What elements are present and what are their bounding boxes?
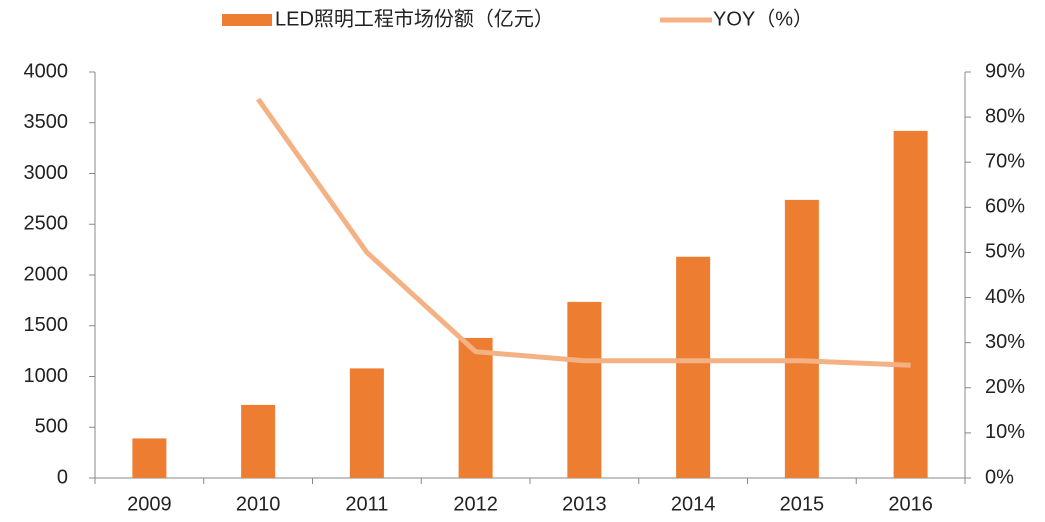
y2-tick-label: 40% [985, 286, 1025, 308]
legend-label: YOY（%） [713, 7, 813, 30]
y-tick-label: 3500 [24, 111, 69, 133]
x-tick-label: 2015 [780, 493, 825, 515]
y2-tick-label: 10% [985, 421, 1025, 443]
bar [893, 130, 928, 478]
y2-tick-label: 50% [985, 241, 1025, 263]
bar [458, 337, 493, 478]
x-tick-label: 2012 [453, 493, 498, 515]
bar [784, 199, 819, 478]
bar [567, 301, 602, 478]
x-tick-label: 2010 [236, 493, 281, 515]
x-tick-label: 2016 [888, 493, 933, 515]
y2-tick-label: 0% [985, 466, 1014, 488]
y-tick-label: 3000 [24, 162, 69, 184]
bar [676, 256, 711, 478]
legend-swatch [222, 14, 272, 26]
x-tick-label: 2011 [345, 493, 388, 515]
legend-label: LED照明工程市场份额（亿元） [275, 7, 554, 30]
x-tick-label: 2009 [127, 493, 172, 515]
y2-tick-label: 90% [985, 60, 1025, 82]
y-tick-label: 1000 [24, 365, 69, 387]
bar [132, 438, 167, 478]
y-tick-label: 2000 [24, 263, 69, 285]
y2-tick-label: 20% [985, 376, 1025, 398]
bar [349, 368, 384, 478]
x-tick-label: 2013 [562, 493, 607, 515]
y-tick-label: 0 [57, 466, 68, 488]
y2-tick-label: 30% [985, 331, 1025, 353]
y-tick-label: 4000 [24, 60, 69, 82]
y-tick-label: 1500 [24, 314, 69, 336]
y2-tick-label: 80% [985, 105, 1025, 127]
bar [241, 404, 276, 478]
x-tick-label: 2014 [671, 493, 716, 515]
y2-tick-label: 70% [985, 151, 1025, 173]
y-tick-label: 2500 [24, 213, 69, 235]
line [256, 97, 911, 368]
y-tick-label: 500 [35, 416, 68, 438]
y2-tick-label: 60% [985, 196, 1025, 218]
